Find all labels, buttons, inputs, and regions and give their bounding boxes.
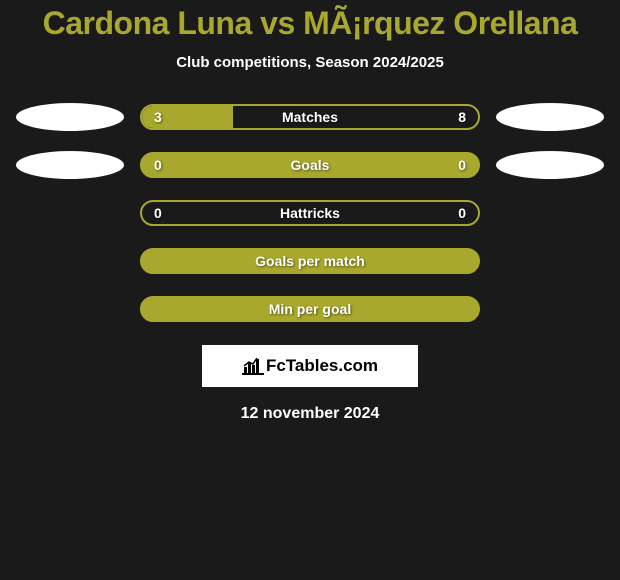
stat-row: 0 Goals 0 [16, 151, 604, 179]
stat-bar: Goals per match [140, 248, 480, 274]
stat-right-value: 8 [458, 109, 466, 125]
stat-row: Goals per match [16, 247, 604, 275]
player-right-marker [496, 103, 604, 131]
stat-right-value: 0 [458, 157, 466, 173]
player-left-marker [16, 151, 124, 179]
stat-left-value: 0 [154, 205, 162, 221]
stat-row: 0 Hattricks 0 [16, 199, 604, 227]
page-title: Cardona Luna vs MÃ¡rquez Orellana [43, 5, 578, 42]
footer-date: 12 november 2024 [241, 405, 380, 423]
player-left-marker [16, 103, 124, 131]
stat-bar: 0 Goals 0 [140, 152, 480, 178]
stat-label: Min per goal [269, 301, 351, 317]
stat-left-value: 3 [154, 109, 162, 125]
stat-right-value: 0 [458, 205, 466, 221]
stat-label: Goals per match [255, 253, 365, 269]
comparison-container: Cardona Luna vs MÃ¡rquez Orellana Club c… [0, 0, 620, 423]
page-subtitle: Club competitions, Season 2024/2025 [176, 54, 444, 71]
stat-left-value: 0 [154, 157, 162, 173]
stat-label: Matches [282, 109, 338, 125]
stat-bar: 3 Matches 8 [140, 104, 480, 130]
stat-label: Hattricks [280, 205, 340, 221]
stat-bar: 0 Hattricks 0 [140, 200, 480, 226]
stat-row: Min per goal [16, 295, 604, 323]
stat-bar: Min per goal [140, 296, 480, 322]
stat-label: Goals [291, 157, 330, 173]
brand-box[interactable]: FcTables.com [202, 345, 418, 387]
chart-bars-icon [242, 357, 264, 375]
brand-text: FcTables.com [266, 356, 378, 376]
stat-row: 3 Matches 8 [16, 103, 604, 131]
player-right-marker [496, 151, 604, 179]
